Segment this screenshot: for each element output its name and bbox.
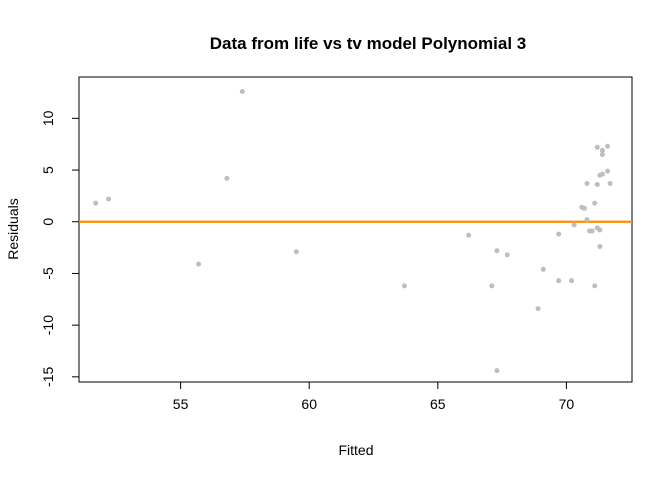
data-point: [571, 222, 577, 228]
x-axis: 55 60 65 70: [173, 381, 575, 412]
data-point: [494, 368, 500, 374]
data-point: [597, 227, 603, 233]
x-tick-label: 55: [173, 396, 189, 412]
y-tick-label: 0: [40, 218, 56, 226]
data-point: [535, 306, 541, 312]
x-axis-label: Fitted: [338, 442, 373, 458]
data-point: [401, 283, 407, 289]
data-point: [569, 278, 575, 284]
data-point: [594, 182, 600, 188]
x-tick-label: 60: [301, 396, 317, 412]
y-axis: -15 -10 -5 0 5 10: [40, 110, 80, 387]
data-point: [489, 283, 495, 289]
data-point: [584, 180, 590, 186]
data-point: [504, 252, 510, 258]
data-point: [599, 171, 605, 177]
data-point: [556, 278, 562, 284]
data-point: [589, 228, 595, 234]
data-point: [293, 249, 299, 255]
y-tick-label: 5: [40, 166, 56, 174]
y-tick-label: -5: [40, 267, 56, 280]
data-point: [605, 143, 611, 149]
data-point: [466, 232, 472, 238]
data-point: [594, 144, 600, 150]
data-point: [599, 147, 605, 153]
data-point: [196, 261, 202, 267]
data-point: [584, 217, 590, 223]
data-point: [93, 200, 99, 206]
y-tick-label: -15: [40, 366, 56, 386]
data-point: [106, 196, 112, 202]
data-point: [581, 205, 587, 211]
data-point: [607, 180, 613, 186]
data-point: [556, 231, 562, 237]
data-point: [540, 266, 546, 272]
y-tick-label: -10: [40, 315, 56, 335]
chart-title: Data from life vs tv model Polynomial 3: [210, 34, 526, 53]
data-point: [239, 88, 245, 94]
y-axis-label: Residuals: [5, 198, 21, 259]
data-point: [494, 248, 500, 254]
data-point: [599, 152, 605, 158]
data-point: [592, 283, 598, 289]
x-tick-label: 70: [559, 396, 575, 412]
points-group: [93, 88, 613, 374]
data-point: [597, 244, 603, 250]
data-point: [605, 168, 611, 174]
data-point: [224, 175, 230, 181]
plot-area-frame: [78, 76, 633, 383]
x-tick-label: 65: [430, 396, 446, 412]
data-point: [592, 200, 598, 206]
y-tick-label: 10: [40, 110, 56, 126]
